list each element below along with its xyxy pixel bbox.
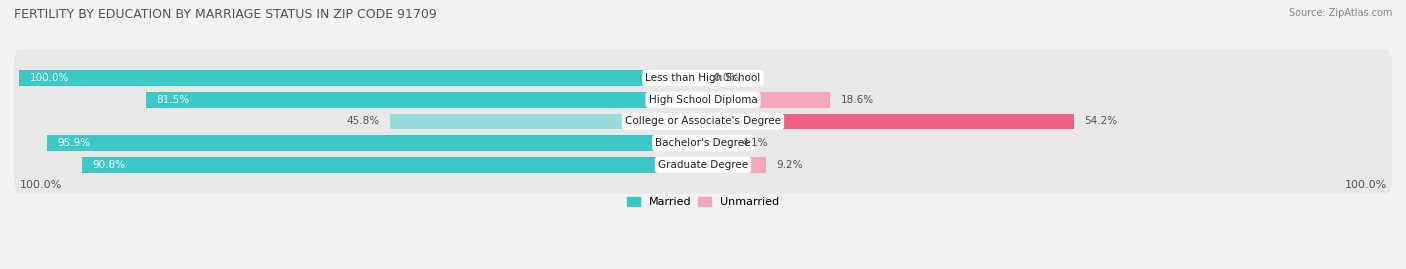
Text: 9.2%: 9.2%: [776, 160, 803, 170]
Bar: [389, 114, 703, 129]
Text: FERTILITY BY EDUCATION BY MARRIAGE STATUS IN ZIP CODE 91709: FERTILITY BY EDUCATION BY MARRIAGE STATU…: [14, 8, 437, 21]
Text: High School Diploma: High School Diploma: [648, 95, 758, 105]
Bar: [48, 135, 703, 151]
Text: 100.0%: 100.0%: [30, 73, 69, 83]
Text: Less than High School: Less than High School: [645, 73, 761, 83]
Text: 90.8%: 90.8%: [93, 160, 125, 170]
Bar: [703, 92, 830, 108]
Text: 54.2%: 54.2%: [1084, 116, 1116, 126]
Bar: [146, 92, 703, 108]
Bar: [703, 114, 1074, 129]
FancyBboxPatch shape: [14, 93, 1392, 150]
Text: 100.0%: 100.0%: [20, 180, 62, 190]
Bar: [703, 157, 766, 173]
Text: College or Associate's Degree: College or Associate's Degree: [626, 116, 780, 126]
Text: 95.9%: 95.9%: [58, 138, 91, 148]
Bar: [20, 70, 703, 86]
Text: 81.5%: 81.5%: [156, 95, 190, 105]
Text: 100.0%: 100.0%: [1344, 180, 1386, 190]
Bar: [703, 135, 731, 151]
FancyBboxPatch shape: [14, 49, 1392, 107]
Text: 18.6%: 18.6%: [841, 95, 873, 105]
Legend: Married, Unmarried: Married, Unmarried: [627, 197, 779, 207]
FancyBboxPatch shape: [14, 71, 1392, 128]
Text: 4.1%: 4.1%: [741, 138, 768, 148]
Bar: [83, 157, 703, 173]
Text: Bachelor's Degree: Bachelor's Degree: [655, 138, 751, 148]
Text: 0.0%: 0.0%: [713, 73, 740, 83]
FancyBboxPatch shape: [14, 136, 1392, 193]
Text: Source: ZipAtlas.com: Source: ZipAtlas.com: [1288, 8, 1392, 18]
FancyBboxPatch shape: [14, 115, 1392, 172]
Text: Graduate Degree: Graduate Degree: [658, 160, 748, 170]
Text: 45.8%: 45.8%: [346, 116, 380, 126]
